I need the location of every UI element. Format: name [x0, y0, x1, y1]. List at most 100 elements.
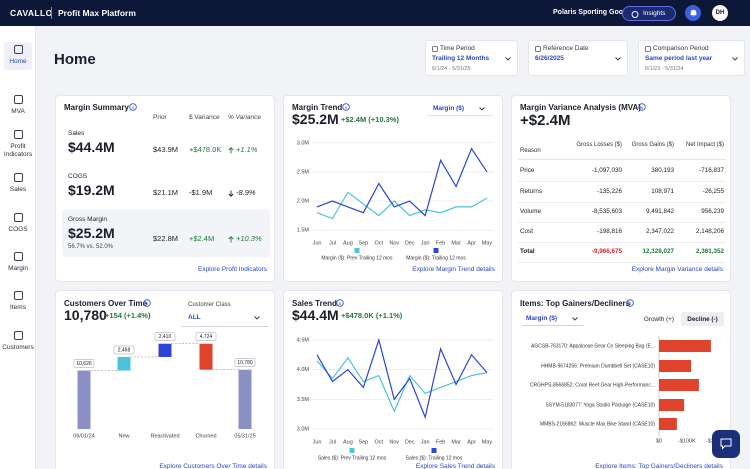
arrow — [228, 235, 234, 242]
table-cell: Volume — [520, 208, 542, 215]
filter-label: Reference Date — [543, 45, 589, 52]
items-card: Items: Top Gainers/Decliners Margin ($) Gr… — [511, 290, 731, 469]
x-tick-label: Mar — [451, 439, 461, 445]
chevron-icon — [254, 316, 260, 320]
nav-label[interactable]: Customers — [2, 344, 34, 351]
table-cell: 380,193 — [651, 167, 674, 174]
table-header: Gross Losses ($) — [576, 142, 622, 148]
bar — [659, 340, 711, 352]
nav-icon-shape — [14, 252, 23, 261]
metric-comparison: 56.7% vs. 52.0% — [68, 244, 114, 250]
nav-icon — [14, 45, 23, 54]
chevron-icon — [615, 57, 621, 61]
chevron-icon — [572, 317, 578, 321]
x-tick-label: Nov — [389, 240, 399, 246]
filter-range: 6/1/24 - 5/31/25 — [432, 66, 471, 72]
metric-dropdown[interactable]: Margin ($) — [427, 102, 493, 116]
metric-dropdown[interactable]: Margin ($) — [522, 313, 584, 326]
table-cell: 956,239 — [701, 208, 724, 215]
table-cell: -8,535,603 — [591, 208, 622, 215]
nav-label[interactable]: Items — [10, 304, 26, 311]
tab[interactable]: Decline (-) — [681, 312, 724, 326]
column-header: $ Variance — [189, 114, 220, 121]
nav-label[interactable]: COGS — [8, 226, 28, 233]
variance-value: +$2.4M — [189, 234, 215, 243]
legend-swatch — [354, 248, 360, 253]
nav-icon-shape — [14, 291, 23, 300]
company-name: Polaris Sporting Goods — [553, 9, 632, 16]
chat-button[interactable] — [712, 430, 740, 458]
y-tick-label: 4.0M — [297, 367, 310, 373]
table-divider — [518, 159, 726, 160]
nav-icon-shape — [14, 95, 23, 104]
insights-button[interactable]: Insights — [622, 6, 676, 21]
tab-label: Growth (+) — [644, 315, 674, 323]
filter-dropdown[interactable]: Comparison Period Same period last year 6/… — [638, 40, 745, 76]
nav-label[interactable]: Home — [9, 58, 27, 65]
legend-swatch — [431, 448, 437, 453]
class-dropdown[interactable]: Customer Class ALL — [182, 299, 268, 327]
info-icon — [638, 103, 646, 111]
explore-link[interactable]: Explore Customers Over Time details — [159, 463, 267, 469]
nav-icon-shape — [14, 331, 23, 340]
line-chart: 3.0M 3.5M 4.0M 4.5M Jun Jul Aug Sep Oct Nov Dec Jan… — [297, 337, 494, 461]
x-tick-label: Sep — [358, 439, 368, 445]
table-divider — [518, 202, 726, 203]
avatar[interactable]: DH — [712, 5, 728, 21]
arrow-up-icon — [228, 235, 234, 242]
metric-value: 10,780 — [64, 307, 107, 323]
mva-card: Margin Variance Analysis (MVA) +$2.4M Reas… — [511, 95, 731, 282]
filter-dropdown[interactable]: Reference Date 6/26/2025 — [528, 40, 628, 76]
x-tick-label: May — [482, 240, 493, 246]
bar — [659, 399, 685, 411]
bar — [659, 379, 699, 391]
variance-value: -$1.9M — [189, 188, 213, 197]
series-line — [316, 356, 488, 413]
explore-link[interactable]: Explore Margin Variance details — [631, 266, 723, 273]
explore-link[interactable]: Explore Items: Top Gainers/Decliners det… — [595, 463, 723, 469]
legend-swatch — [433, 248, 439, 253]
nav-label[interactable]: MVA — [11, 108, 25, 115]
info-circle — [129, 103, 137, 111]
waterfall-chart: 10,626 06/01/24 2,468 New 2,410 Reactivated 4,… — [73, 332, 256, 439]
y-tick-label: 3.5M — [297, 397, 310, 403]
nav-icon — [14, 130, 23, 139]
x-tick-label: May — [482, 439, 493, 445]
arrow-up-icon — [228, 146, 234, 153]
explore-link[interactable]: Explore Margin Trend details — [412, 266, 495, 273]
nav-icon — [14, 331, 23, 340]
info-icon — [336, 299, 344, 307]
nav-label[interactable]: Profit Indicators — [3, 143, 33, 158]
explore-link[interactable]: Explore Profit Indicators — [197, 266, 267, 273]
metric-label: Sales — [68, 130, 85, 137]
chevron-icon — [479, 107, 485, 111]
legend-label: Margin ($): Trailing 12 mos — [406, 255, 466, 261]
category-label: HHMB-9674256: Premium Dumbbell Set (CASE… — [541, 363, 655, 369]
filter-value: Same period last year — [645, 55, 713, 62]
nav-label[interactable]: Sales — [9, 186, 27, 193]
x-tick-label: Aug — [343, 439, 353, 445]
filter-dropdown[interactable]: Time Period Trailing 12 Months 6/1/24 - 5/… — [425, 40, 518, 76]
filter-range: 6/1/23 - 5/31/24 — [645, 66, 684, 72]
notifications-button[interactable] — [685, 5, 701, 21]
dropdown-value: Margin ($) — [526, 315, 558, 322]
nav-label[interactable]: Margin — [8, 265, 28, 272]
x-tick-label: Churned — [195, 433, 216, 439]
explore-link[interactable]: Explore Sales Trend details — [415, 463, 495, 469]
category-label: CRGHPS-8566852: Coral Reef Gear High-Per… — [530, 382, 655, 388]
table-cell: 9,491,842 — [645, 208, 674, 215]
page-title: Home — [54, 51, 96, 68]
x-tick-label: Feb — [436, 439, 445, 445]
filter-icon — [535, 46, 541, 52]
chevron — [479, 107, 485, 111]
gross-margin-highlight — [62, 209, 270, 257]
x-tick-label: Jul — [329, 240, 336, 246]
card-title: Margin Variance Analysis (MVA) — [520, 103, 641, 112]
insights-ring — [631, 10, 639, 18]
tab[interactable]: Growth (+) — [637, 312, 681, 326]
x-tick-label: Oct — [375, 240, 384, 246]
line-chart: 1.5M 2.0M 2.5M 3.0M Jun Jul Aug Sep Oct Nov Dec Jan… — [297, 140, 494, 261]
x-tick-label: Feb — [436, 240, 445, 246]
prior-value: $43.9M — [153, 145, 179, 154]
x-tick-label: Jan — [421, 439, 430, 445]
